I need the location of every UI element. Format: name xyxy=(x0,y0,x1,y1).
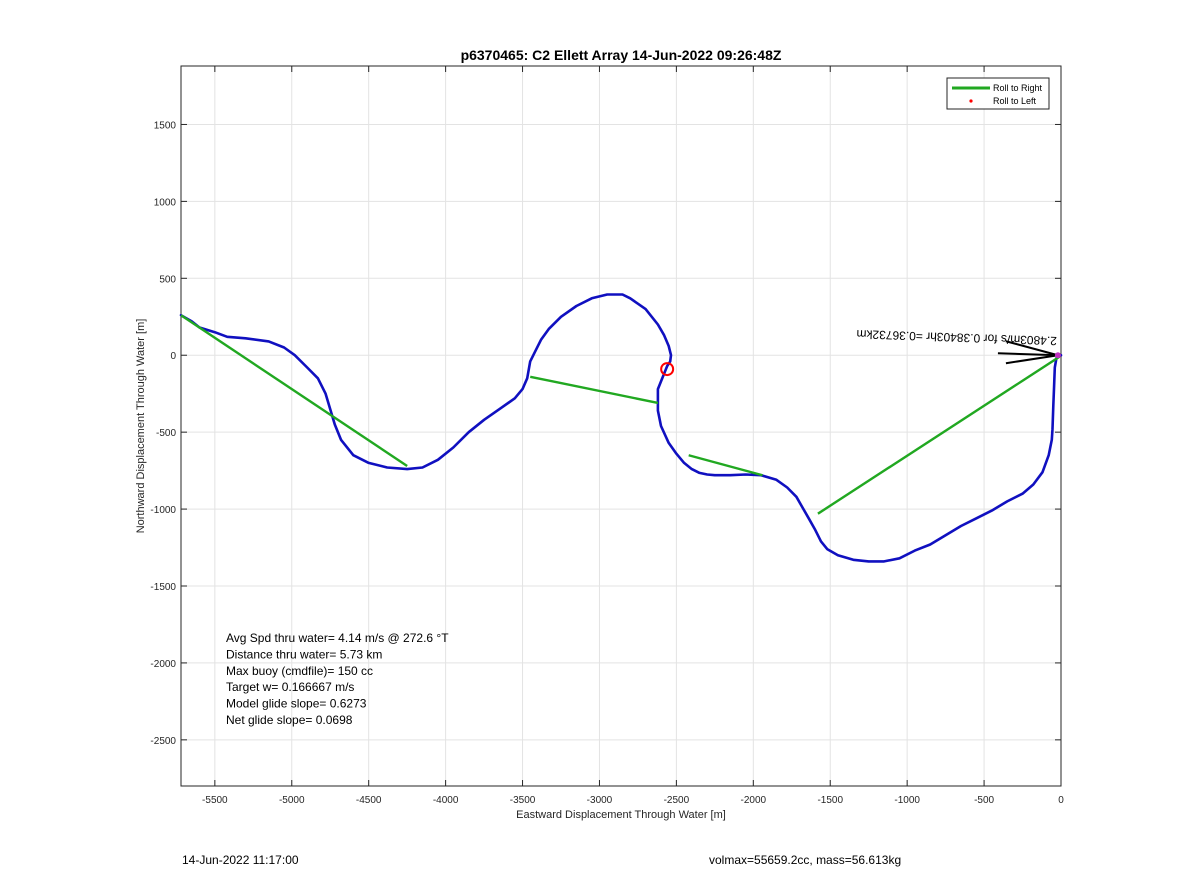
series-roll-right-segment xyxy=(529,375,659,405)
y-tick-label: -2000 xyxy=(150,659,176,670)
y-tick-label: -1500 xyxy=(150,582,176,593)
stats-annotation-line: Avg Spd thru water= 4.14 m/s @ 272.6 °T xyxy=(226,631,449,645)
velocity-arrow xyxy=(997,340,1061,365)
axes-frame xyxy=(180,65,1062,787)
x-tick-label: -2500 xyxy=(664,795,690,806)
series-roll-right-segment xyxy=(817,355,1061,515)
stats-annotation-line: Target w= 0.166667 m/s xyxy=(226,680,354,694)
y-tick-label: -1000 xyxy=(150,505,176,516)
footer-vol-mass: volmax=55659.2cc, mass=56.613kg xyxy=(709,853,902,867)
x-tick-label: -2000 xyxy=(741,795,767,806)
x-axis-label: Eastward Displacement Through Water [m] xyxy=(516,809,726,821)
y-tick-label: 1000 xyxy=(154,197,177,208)
x-tick-label: -3500 xyxy=(510,795,536,806)
y-tick-label: 500 xyxy=(159,274,176,285)
x-tick-label: -4000 xyxy=(433,795,459,806)
legend-entry-roll-right: Roll to Right xyxy=(993,83,1043,93)
x-tick-label: -4500 xyxy=(356,795,382,806)
legend: Roll to Right Roll to Left xyxy=(946,77,1050,110)
x-tick-label: -5000 xyxy=(279,795,305,806)
chart-title: p6370465: C2 Ellett Array 14-Jun-2022 09… xyxy=(461,47,782,63)
arrow-label: 2.4803m/s for 0.38403hr =0.36732km xyxy=(856,327,1057,348)
stats-annotation-line: Model glide slope= 0.6273 xyxy=(226,697,367,711)
legend-box xyxy=(946,77,1050,110)
y-tick-label: 0 xyxy=(170,351,176,362)
x-tick-label: -1500 xyxy=(817,795,843,806)
footer-timestamp: 14-Jun-2022 11:17:00 xyxy=(182,853,299,867)
ticks: -5500 -5000 -4500 -4000 -3500 -3000 -2500 -2000… xyxy=(150,66,1064,806)
y-tick-label: -500 xyxy=(156,428,176,439)
y-tick-label: 1500 xyxy=(154,120,177,131)
stats-annotation-line: Max buoy (cmdfile)= 150 cc xyxy=(226,664,373,678)
x-tick-label: 0 xyxy=(1058,795,1064,806)
y-tick-label: -2500 xyxy=(150,736,176,747)
series-roll-right-segment xyxy=(180,314,408,467)
legend-entry-roll-left: Roll to Left xyxy=(993,96,1037,106)
start-point-marker xyxy=(1054,352,1061,359)
velocity-arrow-head-upper xyxy=(1005,340,1059,357)
legend-marker-roll-left xyxy=(969,99,973,103)
velocity-arrow-head-lower xyxy=(1005,354,1059,365)
stats-annotation-line: Net glide slope= 0.0698 xyxy=(226,713,353,727)
annotations: Avg Spd thru water= 4.14 m/s @ 272.6 °T D… xyxy=(226,631,449,727)
grid xyxy=(181,66,1062,786)
velocity-arrow-shaft xyxy=(997,352,1058,357)
series-track-line xyxy=(179,293,1063,563)
series-roll-left-marker xyxy=(660,362,675,377)
x-tick-label: -1000 xyxy=(894,795,920,806)
stats-annotation-line: Distance thru water= 5.73 km xyxy=(226,647,382,661)
x-tick-label: -5500 xyxy=(202,795,228,806)
y-axis-label: Northward Displacement Through Water [m] xyxy=(135,319,147,534)
series-roll-right-segment xyxy=(688,454,763,477)
x-tick-label: -500 xyxy=(974,795,994,806)
series-layer xyxy=(179,293,1063,563)
x-tick-label: -3000 xyxy=(587,795,613,806)
